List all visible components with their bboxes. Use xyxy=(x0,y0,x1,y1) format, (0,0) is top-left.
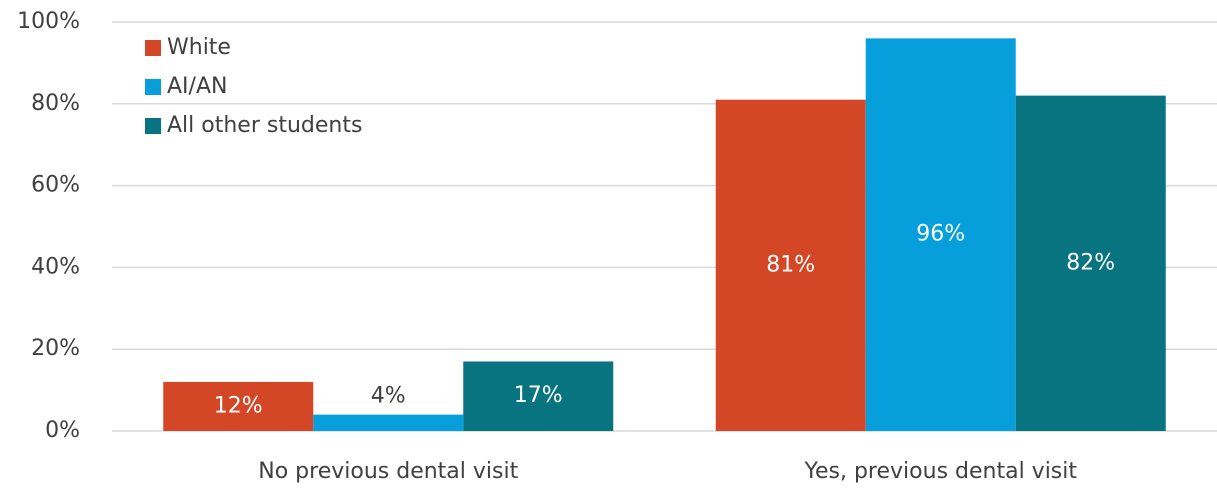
legend-swatch xyxy=(145,40,161,56)
bar xyxy=(1015,95,1166,432)
data-label: 4% xyxy=(371,384,406,409)
data-label: 82% xyxy=(1066,250,1115,275)
data-label: 96% xyxy=(916,222,965,247)
bar xyxy=(313,414,464,431)
data-label: 17% xyxy=(514,383,563,408)
bar xyxy=(463,361,614,431)
bar xyxy=(715,99,866,432)
y-tick-label: 80% xyxy=(31,91,80,116)
x-tick-label: No previous dental visit xyxy=(258,459,518,484)
y-tick-label: 0% xyxy=(45,418,80,443)
bar xyxy=(163,381,314,431)
legend-swatch xyxy=(145,79,161,95)
data-label: 12% xyxy=(214,393,263,418)
x-tick-label: Yes, previous dental visit xyxy=(803,459,1077,484)
y-tick-label: 20% xyxy=(31,336,80,361)
legend-label: All other students xyxy=(167,113,362,138)
bar xyxy=(865,38,1016,432)
y-tick-label: 60% xyxy=(31,173,80,198)
y-tick-label: 40% xyxy=(31,254,80,279)
legend-label: AI/AN xyxy=(167,74,227,99)
legend-label: White xyxy=(167,35,231,60)
y-tick-label: 100% xyxy=(17,9,80,34)
data-label: 81% xyxy=(766,252,815,277)
legend-swatch xyxy=(145,118,161,134)
